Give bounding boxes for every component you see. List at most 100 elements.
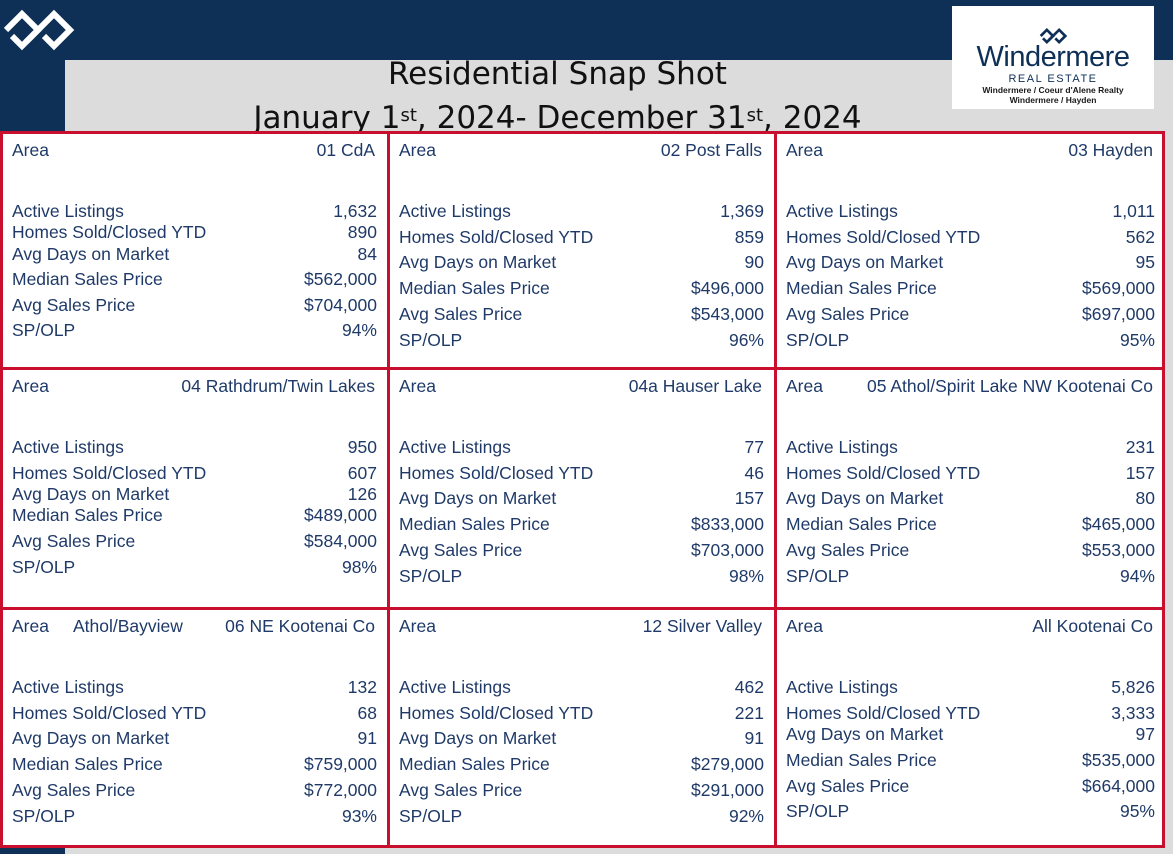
stat-row-avg: Avg Sales Price $543,000	[399, 304, 764, 326]
stat-label: Homes Sold/Closed YTD	[12, 222, 207, 242]
stat-label: Median Sales Price	[12, 505, 163, 525]
area-label: Area	[786, 376, 823, 396]
stat-value: $553,000	[1082, 540, 1155, 560]
stat-label: Avg Sales Price	[399, 780, 523, 800]
stat-label: Avg Days on Market	[399, 488, 557, 508]
stat-row-days: Avg Days on Market 157	[399, 488, 764, 510]
area-header: Area 04 Rathdrum/Twin Lakes	[12, 376, 375, 398]
stat-value: 98%	[728, 566, 764, 586]
windermere-mark-icon	[3, 9, 75, 51]
stat-label: Median Sales Price	[12, 269, 163, 289]
area-subname: Athol/Bayview	[73, 616, 183, 636]
area-label: Area	[12, 376, 49, 396]
stat-label: Homes Sold/Closed YTD	[786, 227, 981, 247]
stat-label: SP/OLP	[399, 806, 463, 826]
stat-row-active: Active Listings 1,369	[399, 201, 764, 223]
stat-row-median: Median Sales Price $535,000	[786, 750, 1155, 772]
stat-label: Avg Sales Price	[12, 780, 136, 800]
grid-divider	[3, 367, 1162, 370]
stat-row-spolp: SP/OLP 94%	[786, 566, 1155, 588]
area-header: Area 04a Hauser Lake	[399, 376, 762, 398]
stat-label: Avg Sales Price	[786, 304, 910, 324]
stat-label: Avg Days on Market	[399, 252, 557, 272]
stat-value: $569,000	[1082, 278, 1155, 298]
stat-value: 1,011	[1112, 201, 1156, 221]
stat-value: $584,000	[304, 531, 377, 551]
stat-label: Median Sales Price	[12, 754, 163, 774]
area-card: Area Athol/Bayview 06 NE Kootenai Co Active…	[3, 610, 387, 848]
stat-value: 3,333	[1111, 703, 1155, 723]
grid-divider	[387, 134, 390, 845]
area-label: Area	[399, 376, 436, 396]
stat-row-avg: Avg Sales Price $291,000	[399, 780, 764, 802]
title-start: January 1	[253, 100, 401, 136]
area-header: Area 03 Hayden	[786, 140, 1153, 162]
stat-row-sold: Homes Sold/Closed YTD 157	[786, 463, 1155, 485]
stat-row-median: Median Sales Price $465,000	[786, 514, 1155, 536]
stat-row-median: Median Sales Price $759,000	[12, 754, 377, 776]
stat-row-median: Median Sales Price $569,000	[786, 278, 1155, 300]
stat-row-spolp: SP/OLP 98%	[399, 566, 764, 588]
area-card: Area 01 CdA Active Listings 1,632 Homes Sold…	[3, 134, 387, 367]
stat-label: SP/OLP	[399, 330, 463, 350]
stat-row-active: Active Listings 231	[786, 437, 1155, 459]
grid-divider	[3, 607, 1162, 610]
stat-value: $664,000	[1082, 776, 1155, 796]
stat-value: $279,000	[691, 754, 764, 774]
stat-value: 231	[1125, 437, 1155, 457]
stat-row-days: Avg Days on Market 80	[786, 488, 1155, 510]
stat-row-active: Active Listings 1,011	[786, 201, 1155, 223]
stat-row-median: Median Sales Price $562,000	[12, 269, 377, 291]
stat-value: 950	[347, 437, 377, 457]
stat-row-sold: Homes Sold/Closed YTD 890	[12, 222, 377, 244]
area-header: Area 05 Athol/Spirit Lake NW Kootenai Co	[786, 376, 1153, 398]
stat-value: $772,000	[304, 780, 377, 800]
stat-row-spolp: SP/OLP 93%	[12, 806, 377, 828]
stat-label: Avg Sales Price	[12, 531, 136, 551]
stat-label: Avg Days on Market	[786, 724, 944, 744]
area-label: Area	[12, 140, 49, 160]
stat-value: 84	[357, 244, 377, 264]
area-name: 02 Post Falls	[660, 140, 762, 160]
logo-mark-icon	[1039, 27, 1068, 45]
stat-label: Avg Days on Market	[399, 728, 557, 748]
stat-value: 95%	[1119, 330, 1155, 350]
stat-label: Homes Sold/Closed YTD	[399, 463, 594, 483]
stat-label: Avg Sales Price	[786, 776, 910, 796]
stat-row-active: Active Listings 462	[399, 677, 764, 699]
area-name: 12 Silver Valley	[642, 616, 762, 636]
stat-value: 93%	[341, 806, 377, 826]
stat-row-days: Avg Days on Market 91	[12, 728, 377, 750]
stat-row-spolp: SP/OLP 95%	[786, 801, 1155, 823]
stat-row-avg: Avg Sales Price $703,000	[399, 540, 764, 562]
stat-row-avg: Avg Sales Price $664,000	[786, 776, 1155, 798]
stat-row-spolp: SP/OLP 94%	[12, 320, 377, 342]
logo-office-line-1: Windermere / Coeur d'Alene Realty	[982, 85, 1124, 95]
stat-row-spolp: SP/OLP 92%	[399, 806, 764, 828]
logo-wordmark: Windermere	[976, 41, 1130, 73]
stat-label: Avg Sales Price	[786, 540, 910, 560]
area-label: Area	[786, 140, 823, 160]
stat-row-days: Avg Days on Market 91	[399, 728, 764, 750]
stat-value: 94%	[341, 320, 377, 340]
stat-label: Avg Sales Price	[12, 295, 136, 315]
stat-row-median: Median Sales Price $496,000	[399, 278, 764, 300]
stat-value: 91	[357, 728, 377, 748]
stat-value: 462	[734, 677, 764, 697]
stat-row-avg: Avg Sales Price $697,000	[786, 304, 1155, 326]
grid-divider	[774, 134, 777, 845]
stat-label: Active Listings	[786, 437, 898, 457]
area-name: 04a Hauser Lake	[628, 376, 762, 396]
stat-row-sold: Homes Sold/Closed YTD 859	[399, 227, 764, 249]
stat-value: 94%	[1119, 566, 1155, 586]
stat-row-active: Active Listings 950	[12, 437, 377, 459]
stat-label: SP/OLP	[12, 806, 76, 826]
stat-label: SP/OLP	[399, 566, 463, 586]
area-card: Area 03 Hayden Active Listings 1,011 Homes S…	[777, 134, 1165, 367]
stat-value: 1,632	[333, 201, 377, 221]
stat-label: Active Listings	[12, 437, 124, 457]
stat-label: Median Sales Price	[786, 278, 937, 298]
stat-value: $291,000	[691, 780, 764, 800]
logo-office-line-2: Windermere / Hayden	[1009, 95, 1097, 105]
area-card: Area All Kootenai Co Active Listings 5,826 H…	[777, 610, 1165, 848]
